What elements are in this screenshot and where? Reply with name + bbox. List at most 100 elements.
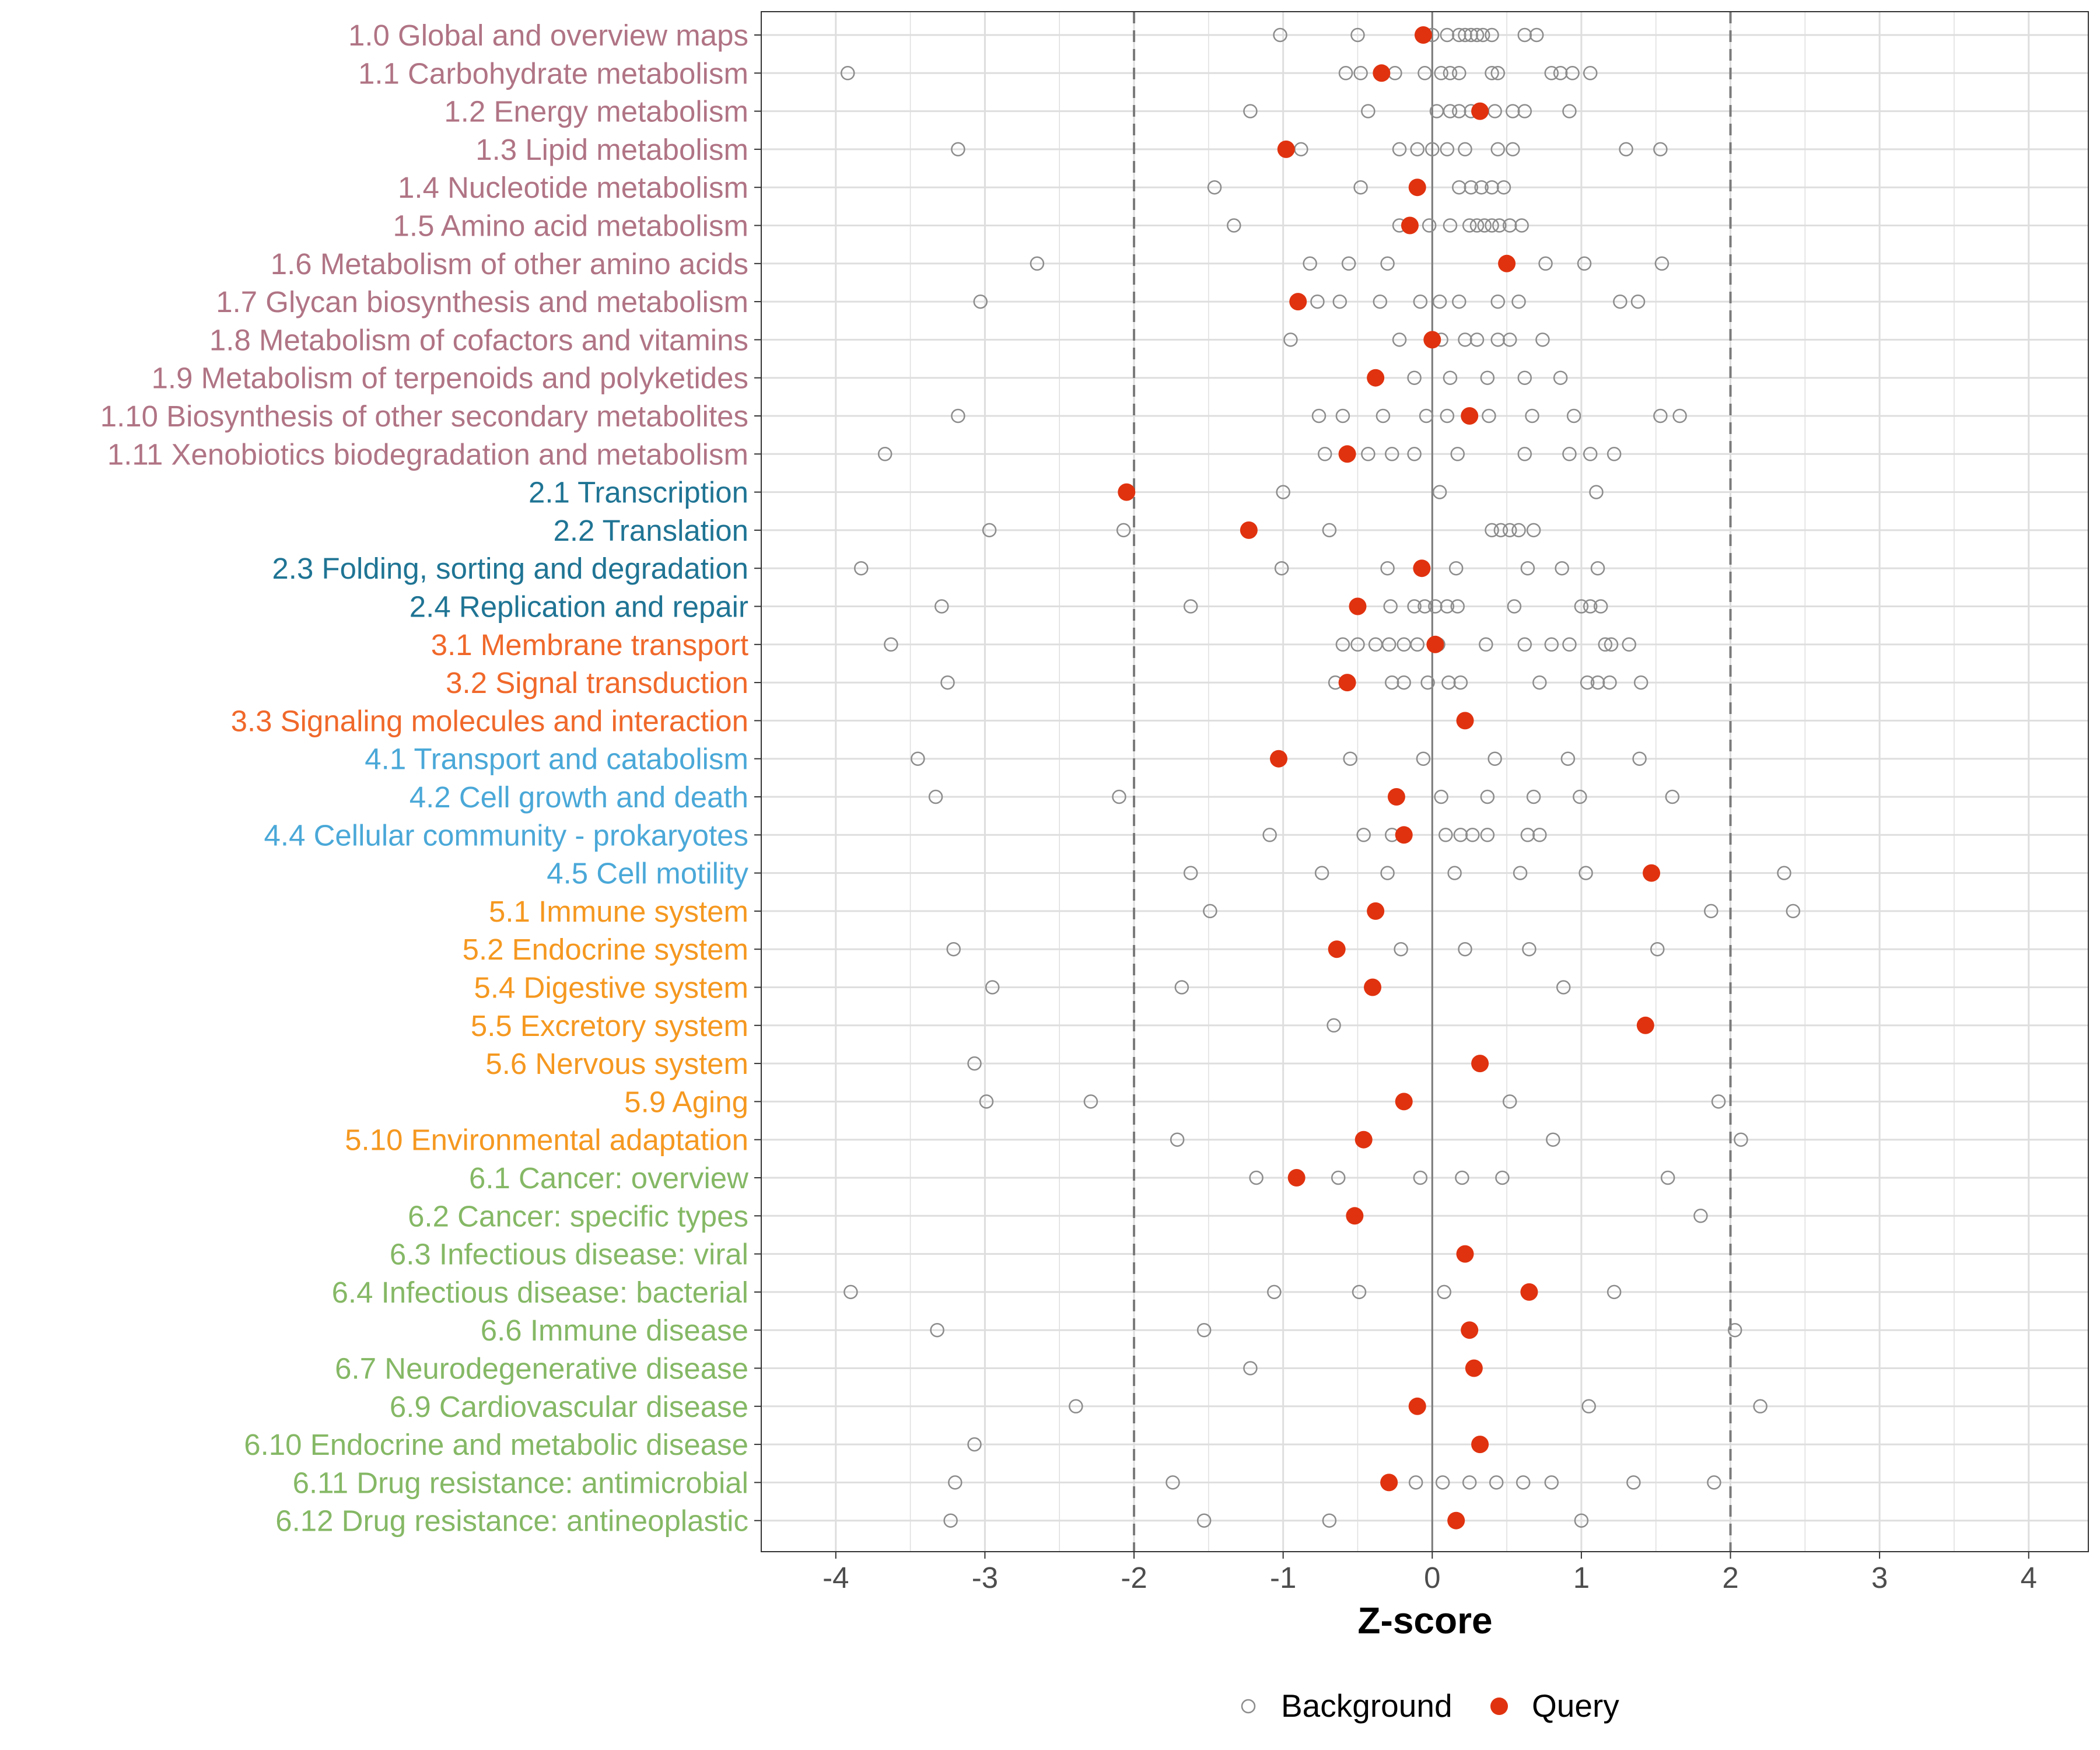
category-label: 5.6 Nervous system [485,1047,748,1080]
category-label: 1.8 Metabolism of cofactors and vitamins [209,323,748,356]
background-point [1506,104,1520,118]
background-point [973,294,988,309]
background-point [1419,408,1434,424]
category-label: 6.2 Cancer: specific types [408,1199,748,1233]
background-point [1170,1132,1185,1147]
background-point [1249,1170,1264,1185]
background-point [1207,180,1222,195]
background-point [1116,523,1131,538]
background-point [1565,66,1580,80]
background-point [1485,180,1499,195]
query-point [1277,140,1295,158]
background-point [1174,980,1189,995]
background-point [1574,599,1589,614]
x-tick-label: -1 [1270,1561,1296,1594]
background-point [1452,66,1466,80]
background-point [1343,751,1357,766]
background-point [1183,866,1198,880]
background-point [1485,523,1499,538]
background-point [1376,408,1391,424]
background-point [1407,370,1422,385]
background-point [1650,942,1665,957]
background-point [1480,789,1495,804]
background-point [1392,332,1407,347]
background-point [1583,447,1598,461]
background-point [1418,66,1432,80]
query-point [1240,521,1258,539]
category-label: 6.11 Drug resistance: antimicrobial [293,1466,748,1499]
background-point [1352,1284,1367,1300]
background-point [1462,218,1477,233]
background-point [1469,332,1485,347]
background-point [1506,142,1520,157]
background-point [1632,751,1647,766]
query-point [1269,750,1287,768]
background-point [1335,637,1350,652]
category-label: 5.5 Excretory system [471,1009,748,1042]
x-tick-label: 3 [1871,1561,1888,1594]
background-point [1583,66,1598,80]
background-point [1469,218,1485,233]
background-point [1517,637,1532,652]
background-point [1450,447,1465,461]
query-point [1387,788,1405,806]
panel-background [761,12,2088,1552]
category-label: 2.2 Translation [553,514,748,547]
background-point [1490,294,1506,309]
category-label: 1.7 Glycan biosynthesis and metabolism [216,285,748,318]
background-point [1544,637,1559,652]
background-point [1203,904,1217,919]
query-point [1465,1359,1483,1377]
background-point [1485,66,1499,80]
category-label: 6.4 Infectious disease: bacterial [332,1276,748,1309]
background-point [1553,370,1568,385]
background-point [1520,561,1535,576]
background-point [1276,485,1290,499]
query-point [1447,1511,1465,1530]
background-point [1507,599,1522,614]
background-point [1593,599,1608,614]
category-label: 3.2 Signal transduction [446,666,748,699]
background-point [1373,294,1388,309]
background-point [1416,751,1431,766]
background-point [935,599,949,614]
x-axis-title: Z-score [1357,1600,1492,1642]
background-point [1502,332,1517,347]
category-label: 2.3 Folding, sorting and degradation [272,552,748,585]
category-label: 5.9 Aging [624,1085,748,1118]
background-point [1485,27,1499,43]
x-axis-ticks: -4 -3 -2 -1 0 1 2 3 4 [822,1552,2037,1594]
background-point [1243,1361,1258,1376]
background-point [854,561,869,576]
y-tick-marks [754,34,761,1521]
background-point [1383,599,1398,614]
background-point [1394,942,1408,957]
background-point [1432,294,1447,309]
background-point [1453,675,1468,690]
background-point [1440,408,1455,424]
background-point [1560,751,1576,766]
query-point [1287,1169,1306,1186]
background-point [1581,1399,1596,1414]
background-point [1479,637,1493,652]
category-label: 2.4 Replication and repair [410,590,748,624]
query-point [1408,1397,1426,1415]
background-point [1448,561,1464,576]
legend: Background Query [1241,1688,1619,1724]
background-point [1589,485,1604,499]
category-label: 5.4 Digestive system [474,971,748,1005]
background-point [1485,218,1499,233]
category-label: 6.9 Cardiovascular disease [390,1390,748,1423]
query-point [1346,1207,1364,1225]
background-point [1660,1170,1675,1185]
background-point [1273,27,1287,43]
background-point [1338,66,1353,80]
category-label: 5.2 Endocrine system [463,933,748,966]
category-labels: 1.0 Global and overview maps 1.1 Carbohyd… [100,19,749,1538]
background-point [1489,1475,1504,1490]
background-point [1665,789,1680,804]
background-point [911,751,925,766]
background-point [930,1322,944,1338]
background-point [1303,256,1317,271]
